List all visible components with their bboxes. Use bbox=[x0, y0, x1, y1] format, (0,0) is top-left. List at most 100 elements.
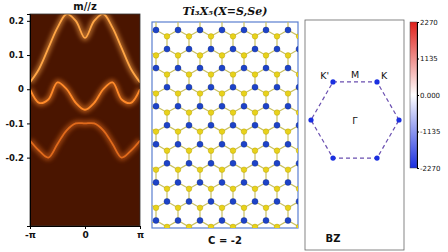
chern-number: C = -2 bbox=[208, 235, 242, 246]
chalcogen-atom bbox=[230, 186, 236, 192]
y-tick-label: -0.1 bbox=[5, 119, 24, 129]
chalcogen-atom bbox=[208, 224, 214, 228]
colorbar-tick: -2270 bbox=[417, 165, 440, 173]
colorbar-tick: 1135 bbox=[417, 55, 438, 63]
chalcogen-atom bbox=[153, 53, 159, 59]
ti-atom bbox=[241, 65, 247, 71]
chalcogen-atom bbox=[208, 186, 214, 192]
lattice bbox=[152, 22, 298, 228]
colorbar-tick-mark bbox=[417, 95, 419, 96]
chalcogen-atom bbox=[219, 167, 225, 173]
chalcogen-atom bbox=[274, 224, 280, 228]
y-axis-line bbox=[27, 15, 31, 227]
panel-title: m//z bbox=[73, 1, 97, 12]
ti-atom bbox=[186, 160, 192, 166]
plot-area bbox=[30, 14, 140, 158]
hotspot bbox=[374, 79, 379, 84]
chalcogen-atom bbox=[230, 110, 236, 116]
colorbar-axis: -2270-11350.00011352270 bbox=[417, 19, 440, 173]
chalcogen-atom bbox=[241, 53, 247, 59]
hotspot bbox=[330, 156, 335, 161]
ti-atom bbox=[241, 103, 247, 109]
chalcogen-atom bbox=[164, 110, 170, 116]
chalcogen-atom bbox=[285, 129, 291, 135]
ti-atom bbox=[175, 218, 181, 224]
x-tick: π bbox=[137, 226, 144, 240]
y-tick-mark bbox=[27, 158, 30, 159]
chalcogen-atom bbox=[197, 167, 203, 173]
chalcogen-atom bbox=[219, 91, 225, 97]
chalcogen-atom bbox=[230, 224, 236, 228]
panel-title: BZ bbox=[326, 233, 341, 244]
y-tick: 0.2 bbox=[9, 16, 30, 26]
chalcogen-atom bbox=[197, 205, 203, 211]
chalcogen-atom bbox=[219, 129, 225, 135]
ti-atom bbox=[252, 160, 258, 166]
ti-atom bbox=[252, 122, 258, 128]
ti-atom bbox=[219, 27, 225, 33]
x-axis-line bbox=[31, 227, 141, 230]
ti-atom bbox=[296, 46, 298, 52]
ti-atom bbox=[153, 179, 159, 185]
hotspot bbox=[308, 117, 313, 122]
chalcogen-atom bbox=[296, 110, 298, 116]
ti-atom bbox=[219, 141, 225, 147]
ti-atom bbox=[274, 122, 280, 128]
x-tick: -π bbox=[25, 226, 36, 240]
chalcogen-atom bbox=[153, 129, 159, 135]
k-point-label: Γ bbox=[352, 115, 358, 126]
chalcogen-atom bbox=[263, 91, 269, 97]
ti-atom bbox=[230, 122, 236, 128]
chalcogen-atom bbox=[285, 167, 291, 173]
chalcogen-atom bbox=[175, 167, 181, 173]
chalcogen-atom bbox=[274, 72, 280, 78]
ti-atom bbox=[175, 179, 181, 185]
chalcogen-atom bbox=[153, 167, 159, 173]
y-tick-mark bbox=[27, 89, 30, 90]
chalcogen-atom bbox=[186, 148, 192, 154]
ti-atom bbox=[208, 198, 214, 204]
chalcogen-atom bbox=[186, 34, 192, 40]
ti-atom bbox=[263, 27, 269, 33]
colorbar-axis-line bbox=[418, 23, 420, 169]
chalcogen-atom bbox=[186, 186, 192, 192]
chalcogen-atom bbox=[296, 186, 298, 192]
cell-frame bbox=[152, 22, 298, 228]
chalcogen-atom bbox=[186, 110, 192, 116]
edge-state-panel: -0.2-0.100.10.2-π0πm//z bbox=[5, 1, 144, 240]
ti-atom bbox=[296, 198, 298, 204]
band-line bbox=[30, 14, 140, 82]
ti-atom bbox=[153, 65, 159, 71]
hotspot bbox=[330, 79, 335, 84]
colorbar-tick: 0.000 bbox=[417, 92, 440, 100]
chalcogen-atom bbox=[164, 148, 170, 154]
chalcogen-atom bbox=[208, 110, 214, 116]
ti-atom bbox=[241, 218, 247, 224]
colorbar-tick-label: -2270 bbox=[420, 165, 440, 173]
k-point-label: K' bbox=[320, 70, 329, 81]
ti-atom bbox=[175, 141, 181, 147]
ti-atom bbox=[186, 46, 192, 52]
chalcogen-atom bbox=[252, 224, 258, 228]
hotspot bbox=[374, 156, 379, 161]
ti-atom bbox=[164, 198, 170, 204]
ti-atom bbox=[186, 84, 192, 90]
colorbar-tick-label: -1135 bbox=[420, 128, 440, 136]
ti-atom bbox=[252, 46, 258, 52]
ti-atom bbox=[197, 103, 203, 109]
chalcogen-atom bbox=[197, 53, 203, 59]
ti-atom bbox=[219, 103, 225, 109]
band-line bbox=[30, 82, 140, 109]
colorbar-tick-label: 1135 bbox=[420, 55, 438, 63]
plot-background bbox=[30, 14, 140, 226]
ti-atom bbox=[208, 46, 214, 52]
chalcogen-atom bbox=[252, 34, 258, 40]
y-tick: -0.2 bbox=[5, 153, 30, 163]
chalcogen-atom bbox=[175, 205, 181, 211]
colorbar-tick-mark bbox=[417, 168, 419, 169]
band-line bbox=[30, 123, 140, 158]
chalcogen-atom bbox=[285, 53, 291, 59]
chalcogen-atom bbox=[241, 205, 247, 211]
ti-atom bbox=[208, 160, 214, 166]
y-tick-label: -0.2 bbox=[5, 153, 24, 163]
